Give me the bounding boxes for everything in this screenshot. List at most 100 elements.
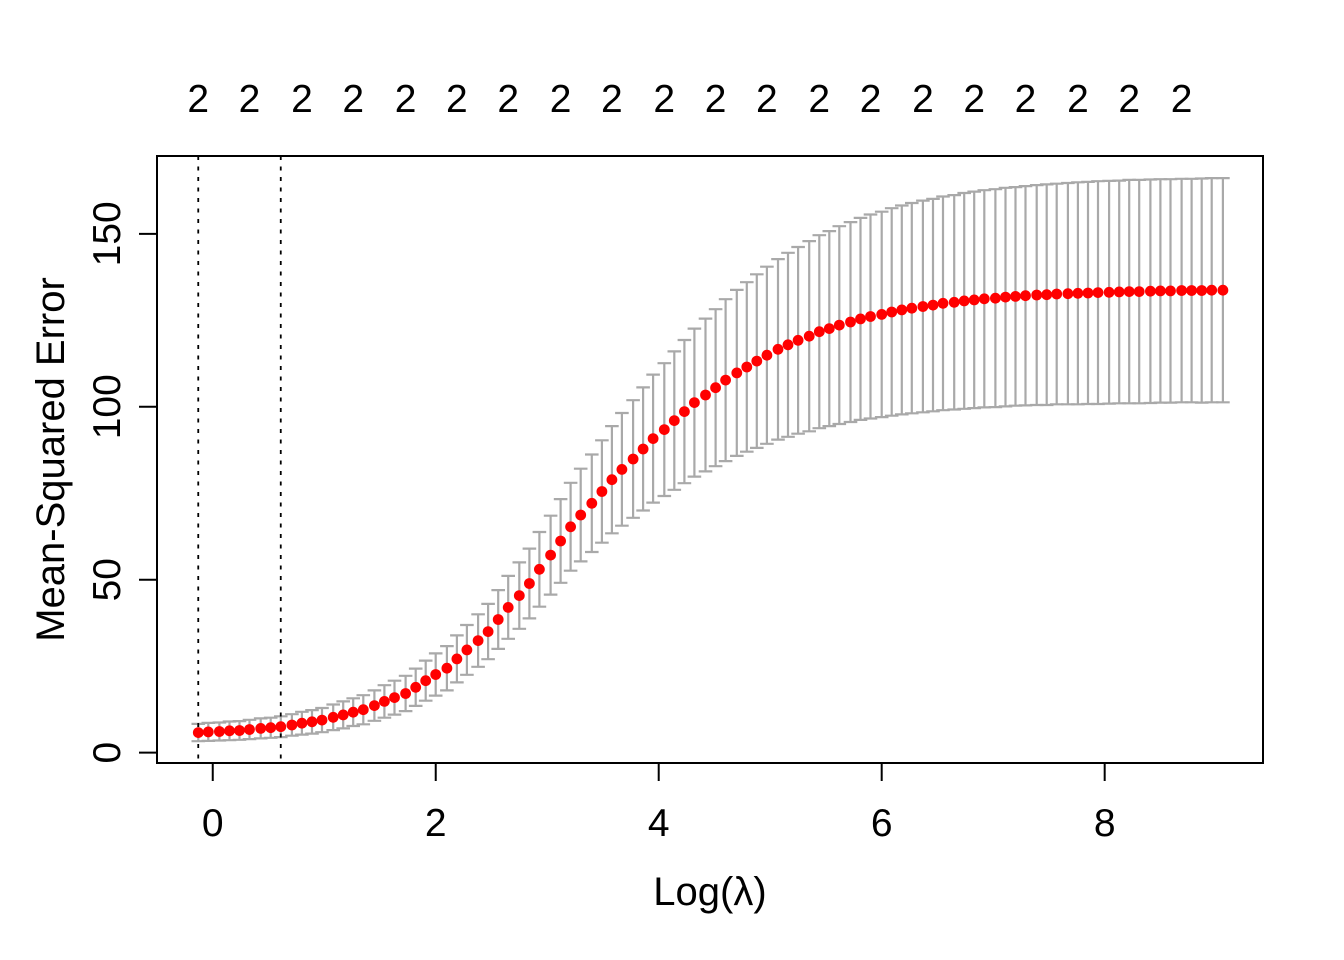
data-point — [347, 706, 359, 718]
data-point — [1082, 287, 1094, 299]
data-point — [937, 297, 949, 309]
data-point — [616, 464, 628, 475]
nonzero-count-label: 2 — [963, 78, 985, 121]
data-point — [637, 443, 649, 455]
data-point — [1196, 285, 1208, 296]
data-point — [1020, 290, 1031, 302]
data-point — [275, 721, 287, 733]
data-point — [1010, 291, 1021, 302]
data-point — [286, 719, 298, 731]
data-points — [192, 284, 1229, 738]
data-point — [513, 590, 525, 601]
data-point — [968, 294, 980, 306]
data-point — [306, 716, 318, 728]
data-point — [679, 406, 690, 417]
data-point — [689, 397, 700, 408]
data-point — [865, 311, 876, 322]
data-point — [327, 711, 339, 723]
data-point — [420, 675, 432, 687]
x-tick-label: 4 — [648, 802, 670, 845]
data-point — [1133, 286, 1145, 297]
data-point — [555, 535, 566, 547]
data-point — [234, 725, 245, 736]
nonzero-count-label: 2 — [912, 78, 934, 121]
nonzero-count-label: 2 — [342, 78, 364, 121]
data-point — [1051, 288, 1063, 300]
nonzero-count-label: 2 — [239, 78, 261, 121]
nonzero-count-label: 2 — [395, 78, 417, 121]
data-point — [596, 486, 608, 497]
data-point — [492, 614, 504, 625]
data-point — [896, 304, 908, 316]
data-point — [214, 726, 225, 737]
data-point — [224, 725, 235, 737]
data-point — [586, 497, 598, 509]
x-tick-label: 6 — [871, 802, 893, 845]
data-point — [710, 382, 721, 394]
data-point — [1113, 286, 1125, 298]
data-point — [627, 453, 639, 465]
data-point — [772, 343, 784, 355]
data-point — [958, 295, 970, 307]
data-point — [430, 669, 442, 680]
data-point — [823, 323, 835, 334]
nonzero-count-label: 2 — [550, 78, 572, 121]
nonzero-count-label: 2 — [705, 78, 727, 121]
x-tick-label: 8 — [1094, 802, 1116, 845]
data-point — [647, 433, 659, 444]
data-point — [441, 662, 453, 674]
y-tick-label: 100 — [86, 374, 129, 439]
data-point — [990, 292, 1001, 304]
data-point — [813, 326, 825, 338]
nonzero-count-label: 2 — [1067, 78, 1089, 121]
data-point — [524, 578, 535, 589]
data-point — [917, 301, 929, 312]
data-point — [192, 727, 204, 738]
data-point — [668, 415, 680, 426]
data-point — [700, 389, 711, 401]
data-point — [265, 722, 277, 734]
y-tick-label: 0 — [86, 742, 129, 764]
x-axis-title: Log(λ) — [653, 870, 766, 914]
data-point — [296, 717, 308, 729]
data-point — [389, 692, 400, 703]
data-point — [410, 681, 422, 693]
data-point — [202, 726, 214, 738]
nonzero-count-label: 2 — [653, 78, 675, 121]
data-point — [1062, 288, 1074, 300]
data-point — [534, 563, 545, 575]
nonzero-count-label: 2 — [1118, 78, 1140, 121]
nonzero-count-label: 2 — [446, 78, 468, 121]
data-point — [606, 474, 618, 486]
data-point — [1176, 285, 1187, 296]
data-point — [451, 653, 463, 665]
data-point — [502, 602, 514, 613]
data-point — [927, 299, 939, 311]
data-point — [1217, 284, 1229, 296]
data-point — [1103, 286, 1115, 298]
y-axis-title: Mean-Squared Error — [29, 277, 73, 642]
data-point — [461, 644, 473, 656]
data-point — [658, 424, 670, 435]
data-point — [906, 302, 918, 314]
y-axis: 0 50 100 150 Mean-Squared Error — [29, 201, 157, 763]
y-tick-label: 50 — [86, 558, 129, 601]
nonzero-count-label: 2 — [808, 78, 830, 121]
data-point — [575, 509, 587, 521]
data-point — [316, 714, 328, 726]
data-point — [978, 293, 990, 305]
data-point — [400, 688, 411, 699]
data-point — [1206, 284, 1218, 296]
data-point — [369, 700, 380, 711]
x-tick-label: 2 — [425, 802, 447, 845]
error-bars — [191, 177, 1230, 743]
data-point — [545, 549, 556, 561]
data-point — [855, 313, 866, 325]
data-point — [876, 309, 888, 320]
data-point — [565, 521, 576, 533]
data-point — [482, 626, 494, 637]
data-point — [1155, 285, 1166, 297]
